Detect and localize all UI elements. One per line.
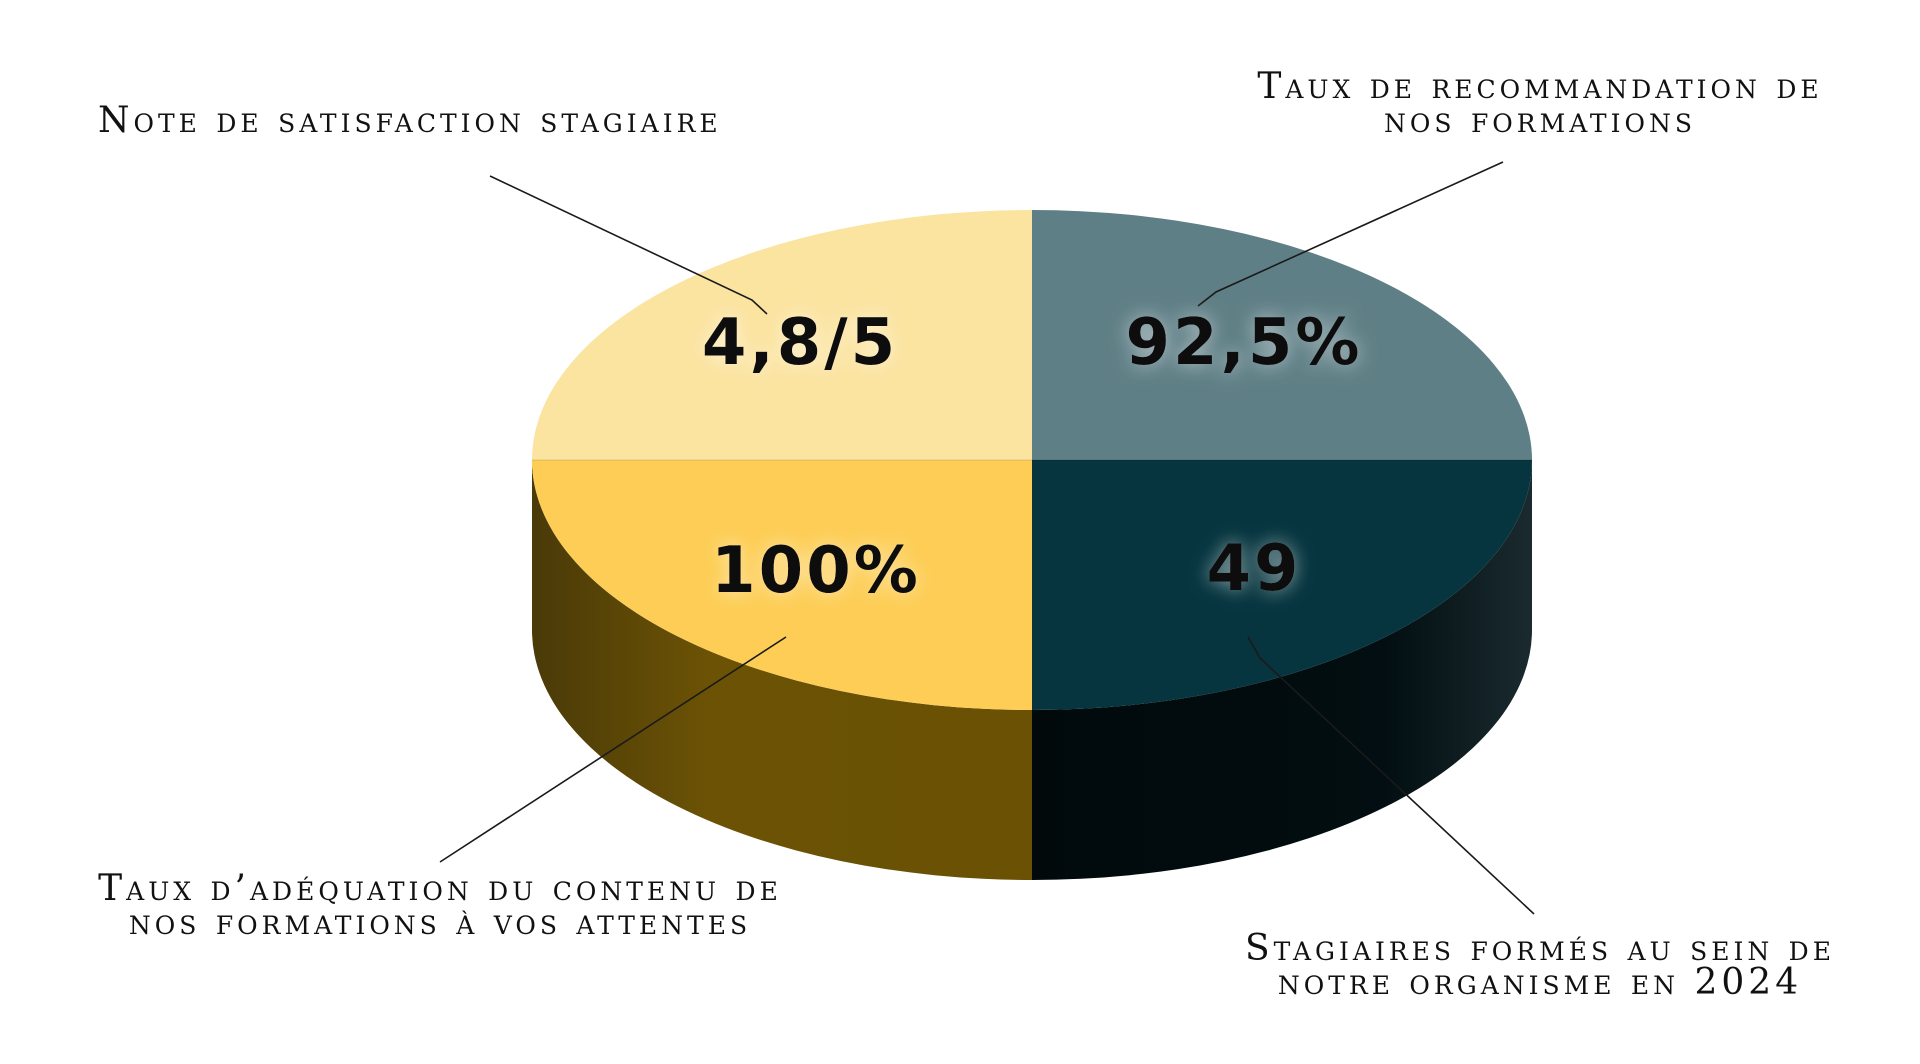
- pie-slice-top-left: [532, 210, 1032, 460]
- annotation-line: notre organisme en 2024: [1277, 962, 1803, 1003]
- annotation-trainees: Stagiaires formés au sein de notre organ…: [1160, 928, 1920, 1003]
- value-label-bottom-left: 100%: [711, 534, 921, 608]
- pie-slice-bottom-left: [532, 460, 1032, 710]
- pie-side-wall-right: [1032, 460, 1532, 880]
- pie-slice-top-right: [1032, 210, 1532, 460]
- pie-slice-bottom-right: [1032, 460, 1532, 710]
- annotation-satisfaction: Note de satisfaction stagiaire: [98, 100, 722, 141]
- pie-side-wall-left: [532, 460, 1032, 880]
- value-label-top-right: 92,5%: [1125, 306, 1362, 380]
- annotation-line: Stagiaires formés au sein de: [1245, 928, 1835, 969]
- annotation-line: Taux d’adéquation du contenu de: [98, 868, 782, 909]
- leader-line-bottom-left: [439, 636, 787, 863]
- leader-line-top-right: [1197, 161, 1504, 307]
- leader-line-bottom-right: [1247, 636, 1535, 915]
- annotation-line: nos formations à vos attentes: [128, 902, 752, 943]
- annotation-recommendation: Taux de recommandation de nos formations: [1160, 66, 1920, 141]
- annotation-line: Taux de recommandation de: [1257, 66, 1823, 107]
- annotation-line: Note de satisfaction stagiaire: [98, 100, 722, 141]
- leader-line-top-left: [489, 175, 768, 315]
- annotation-adequation: Taux d’adéquation du contenu de nos form…: [20, 868, 860, 943]
- value-label-bottom-right: 49: [1206, 532, 1301, 606]
- annotation-line: nos formations: [1384, 100, 1696, 141]
- value-label-top-left: 4,8/5: [702, 306, 898, 380]
